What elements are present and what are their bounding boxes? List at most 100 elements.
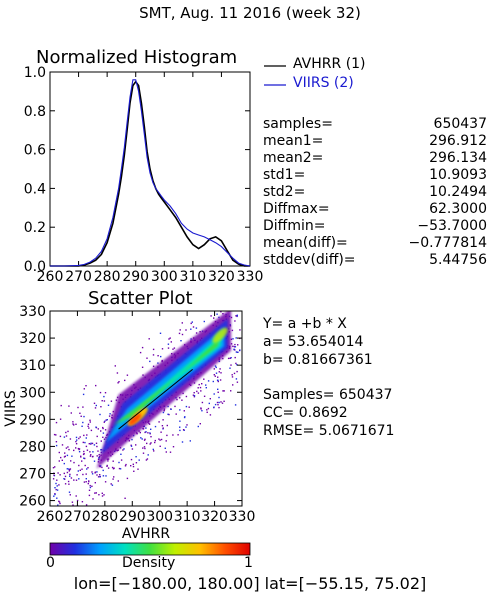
scatter-point bbox=[97, 458, 100, 460]
scatter-point bbox=[168, 338, 170, 340]
scatter-point bbox=[82, 453, 85, 456]
colorbar-min-label: 0 bbox=[46, 555, 55, 571]
scatter-point bbox=[69, 469, 71, 471]
scatter-point bbox=[231, 376, 234, 378]
scatter-point bbox=[132, 465, 135, 468]
scatter-point bbox=[185, 395, 188, 398]
scatter-point bbox=[233, 348, 235, 351]
histogram-xtick-label: 310 bbox=[179, 269, 206, 285]
fit-cc: CC= 0.8692 bbox=[263, 405, 348, 421]
scatter-point bbox=[199, 331, 201, 333]
scatter-point bbox=[217, 380, 219, 383]
scatter-point bbox=[120, 453, 122, 455]
scatter-point bbox=[95, 404, 97, 407]
scatter-point bbox=[147, 454, 149, 456]
histogram-xtick-label: 260 bbox=[37, 269, 64, 285]
scatter-point bbox=[195, 332, 198, 334]
scatter-point bbox=[83, 457, 85, 459]
scatter-point bbox=[197, 392, 200, 394]
scatter-point bbox=[78, 464, 80, 467]
scatter-point bbox=[230, 364, 232, 366]
legend-avhrr: AVHRR (1) bbox=[293, 56, 366, 72]
scatter-point bbox=[158, 438, 160, 440]
scatter-point bbox=[84, 464, 86, 467]
scatter-point bbox=[73, 449, 75, 452]
scatter-point bbox=[222, 313, 224, 315]
scatter-point bbox=[55, 434, 57, 436]
scatter-point bbox=[84, 441, 86, 444]
scatter-point bbox=[80, 415, 82, 417]
scatter-point bbox=[103, 421, 105, 423]
histogram-title: Normalized Histogram bbox=[36, 47, 238, 68]
scatter-point bbox=[213, 393, 215, 395]
scatter-point bbox=[179, 429, 181, 432]
scatter-point bbox=[79, 436, 81, 438]
scatter-point bbox=[146, 458, 149, 460]
scatter-point bbox=[85, 385, 87, 387]
scatter-point bbox=[135, 444, 137, 446]
scatter-density-warm bbox=[212, 327, 228, 343]
scatter-point bbox=[179, 329, 181, 331]
scatter-point bbox=[107, 460, 109, 462]
scatter-point bbox=[167, 405, 169, 408]
scatter-point bbox=[81, 468, 83, 470]
scatter-point bbox=[66, 468, 68, 470]
scatter-point bbox=[96, 474, 98, 476]
scatter-point bbox=[73, 424, 75, 426]
scatter-point bbox=[143, 446, 146, 448]
scatter-point bbox=[203, 378, 205, 380]
scatter-point bbox=[85, 437, 87, 439]
scatter-point bbox=[86, 468, 88, 470]
scatter-point bbox=[118, 467, 121, 470]
scatter-point bbox=[159, 445, 161, 447]
scatter-point bbox=[237, 344, 239, 346]
scatter-point bbox=[59, 474, 61, 476]
scatter-point bbox=[111, 466, 114, 469]
scatter-point bbox=[145, 427, 147, 429]
scatter-point bbox=[206, 411, 208, 413]
scatter-point bbox=[136, 433, 138, 435]
scatter-point bbox=[118, 381, 120, 383]
scatter-point bbox=[200, 407, 202, 409]
scatter-point bbox=[56, 485, 58, 487]
scatter-point bbox=[237, 351, 239, 353]
scatter-point bbox=[117, 449, 119, 451]
scatter-point bbox=[114, 365, 116, 367]
scatter-point bbox=[234, 404, 237, 406]
scatter-point bbox=[166, 434, 168, 437]
scatter-point bbox=[91, 471, 93, 473]
scatter-point bbox=[102, 432, 105, 434]
scatter-point bbox=[69, 438, 72, 440]
scatter-point bbox=[87, 467, 89, 469]
scatter-point bbox=[193, 395, 196, 397]
scatter-point bbox=[205, 387, 207, 389]
scatter-point bbox=[89, 455, 92, 457]
scatter-point bbox=[100, 451, 102, 454]
scatter-point bbox=[77, 406, 79, 409]
scatter-point bbox=[72, 421, 74, 423]
scatter-point bbox=[53, 433, 56, 436]
scatter-point bbox=[101, 400, 103, 402]
scatter-point bbox=[179, 426, 181, 428]
scatter-point bbox=[207, 407, 210, 410]
scatter-point bbox=[102, 426, 104, 429]
scatter-point bbox=[163, 408, 166, 410]
scatter-point bbox=[185, 426, 187, 428]
scatter-point bbox=[154, 441, 156, 444]
scatter-point bbox=[67, 430, 69, 433]
scatter-point bbox=[103, 395, 105, 398]
scatter-point bbox=[235, 362, 237, 365]
scatter-point bbox=[200, 408, 202, 410]
scatter-point bbox=[170, 408, 172, 410]
scatter-point bbox=[167, 343, 170, 345]
scatter-point bbox=[116, 396, 119, 399]
scatter-point bbox=[142, 374, 144, 376]
scatter-point bbox=[85, 445, 88, 448]
scatter-point bbox=[93, 460, 96, 462]
scatter-point bbox=[107, 458, 110, 460]
fit-equation: Y= a +b * X bbox=[263, 316, 347, 332]
scatter-point bbox=[205, 384, 207, 386]
scatter-point bbox=[83, 388, 85, 390]
scatter-point bbox=[73, 479, 75, 481]
scatter-point bbox=[54, 487, 56, 489]
